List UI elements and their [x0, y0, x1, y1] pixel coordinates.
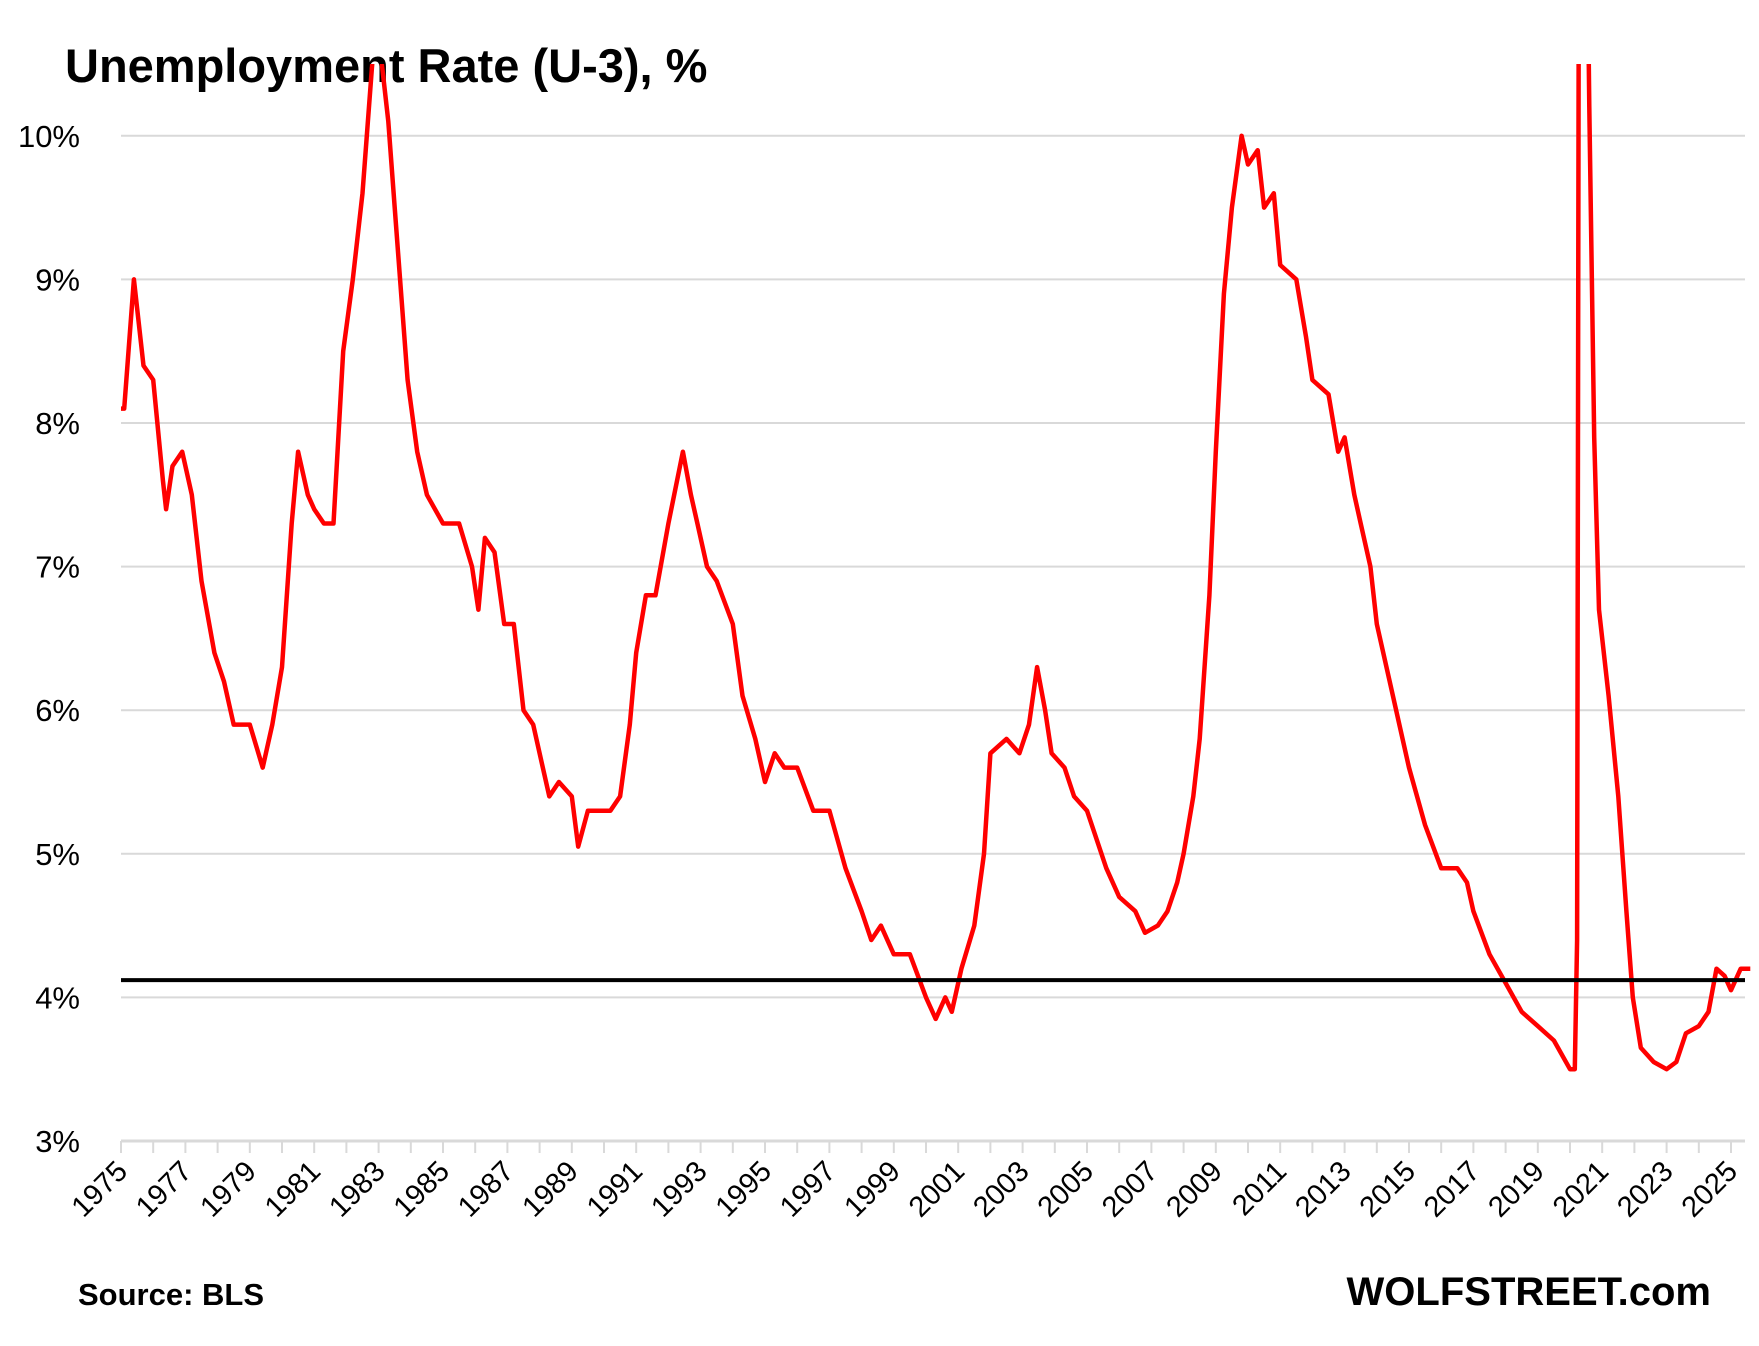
y-tick-label: 4%: [35, 980, 80, 1015]
x-tick-label: 1977: [130, 1155, 198, 1223]
y-tick-label: 8%: [35, 406, 80, 441]
y-tick-label: 6%: [35, 693, 80, 728]
x-tick-label: 1979: [195, 1155, 263, 1223]
x-tick-label: 1997: [774, 1155, 842, 1223]
y-tick-label: 10%: [18, 119, 80, 154]
x-tick-label: 2001: [903, 1155, 971, 1223]
x-tick-label: 1985: [388, 1155, 456, 1223]
x-tick-label: 2011: [1226, 1155, 1293, 1222]
brand-watermark: WOLFSTREET.com: [1346, 1270, 1711, 1314]
x-tick-label: 2021: [1547, 1155, 1615, 1223]
x-tick-label: 2005: [1032, 1155, 1100, 1223]
y-tick-label: 9%: [35, 262, 80, 297]
x-tick-label: 1991: [581, 1155, 649, 1223]
x-tick-label: 1993: [645, 1155, 713, 1223]
x-tick-label: 2023: [1611, 1155, 1679, 1223]
x-tick-label: 1975: [66, 1155, 134, 1223]
x-tick-label: 1999: [839, 1155, 907, 1223]
x-tick-label: 1983: [323, 1155, 391, 1223]
x-tick-label: 2013: [1289, 1155, 1357, 1223]
x-tick-label: 1981: [259, 1155, 327, 1223]
source-note: Source: BLS: [78, 1277, 265, 1312]
series-line: [121, 64, 1751, 1072]
x-tick-label: 2015: [1354, 1155, 1422, 1223]
y-tick-label: 5%: [35, 837, 80, 872]
x-tick-label: 2025: [1676, 1155, 1744, 1223]
y-tick-label: 3%: [35, 1124, 80, 1159]
x-tick-label: 1995: [710, 1155, 778, 1223]
x-tick-label: 1989: [517, 1155, 585, 1223]
x-tick-label: 2017: [1418, 1155, 1486, 1223]
x-tick-label: 2009: [1161, 1155, 1229, 1223]
x-tick-label: 1987: [452, 1155, 520, 1223]
x-tick-label: 2003: [967, 1155, 1035, 1223]
x-tick-label: 2019: [1483, 1155, 1551, 1223]
y-tick-label: 7%: [35, 550, 80, 585]
x-tick-label: 2007: [1096, 1155, 1164, 1223]
